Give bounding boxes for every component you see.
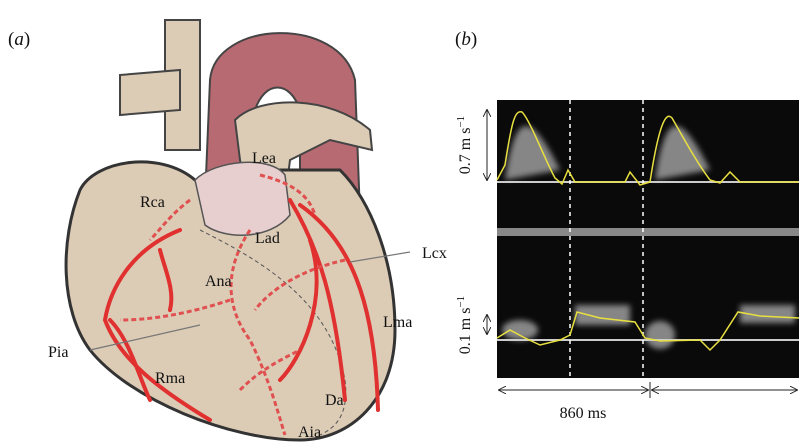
scale-sup: −1 (455, 116, 467, 128)
anatomy-label: Da (325, 392, 344, 409)
anatomy-label: Pia (48, 344, 68, 361)
anatomy-label: Lea (252, 150, 276, 167)
scale-sup: −1 (455, 296, 467, 308)
scale-text: 0.7 m s (457, 128, 474, 175)
anatomy-label: Aia (298, 424, 321, 441)
panel-tag: (b) (455, 29, 477, 50)
panel-tag: (a) (8, 29, 30, 50)
scale-label: 0.7 m s−1 (455, 116, 474, 174)
scale-text: 0.1 m s (457, 308, 474, 355)
anatomy-label: Lma (383, 314, 412, 331)
time-label: 860 ms (560, 405, 607, 422)
anatomy-label: Rma (155, 370, 185, 387)
doppler-panel (496, 100, 799, 378)
anatomy-label: Ana (205, 273, 232, 290)
anatomy-label: Lcx (422, 245, 447, 262)
scale-label: 0.1 m s−1 (455, 296, 474, 354)
heart-diagram (64, 19, 411, 442)
anatomy-label: Lad (255, 230, 280, 247)
anatomy-label: Rca (140, 194, 165, 211)
